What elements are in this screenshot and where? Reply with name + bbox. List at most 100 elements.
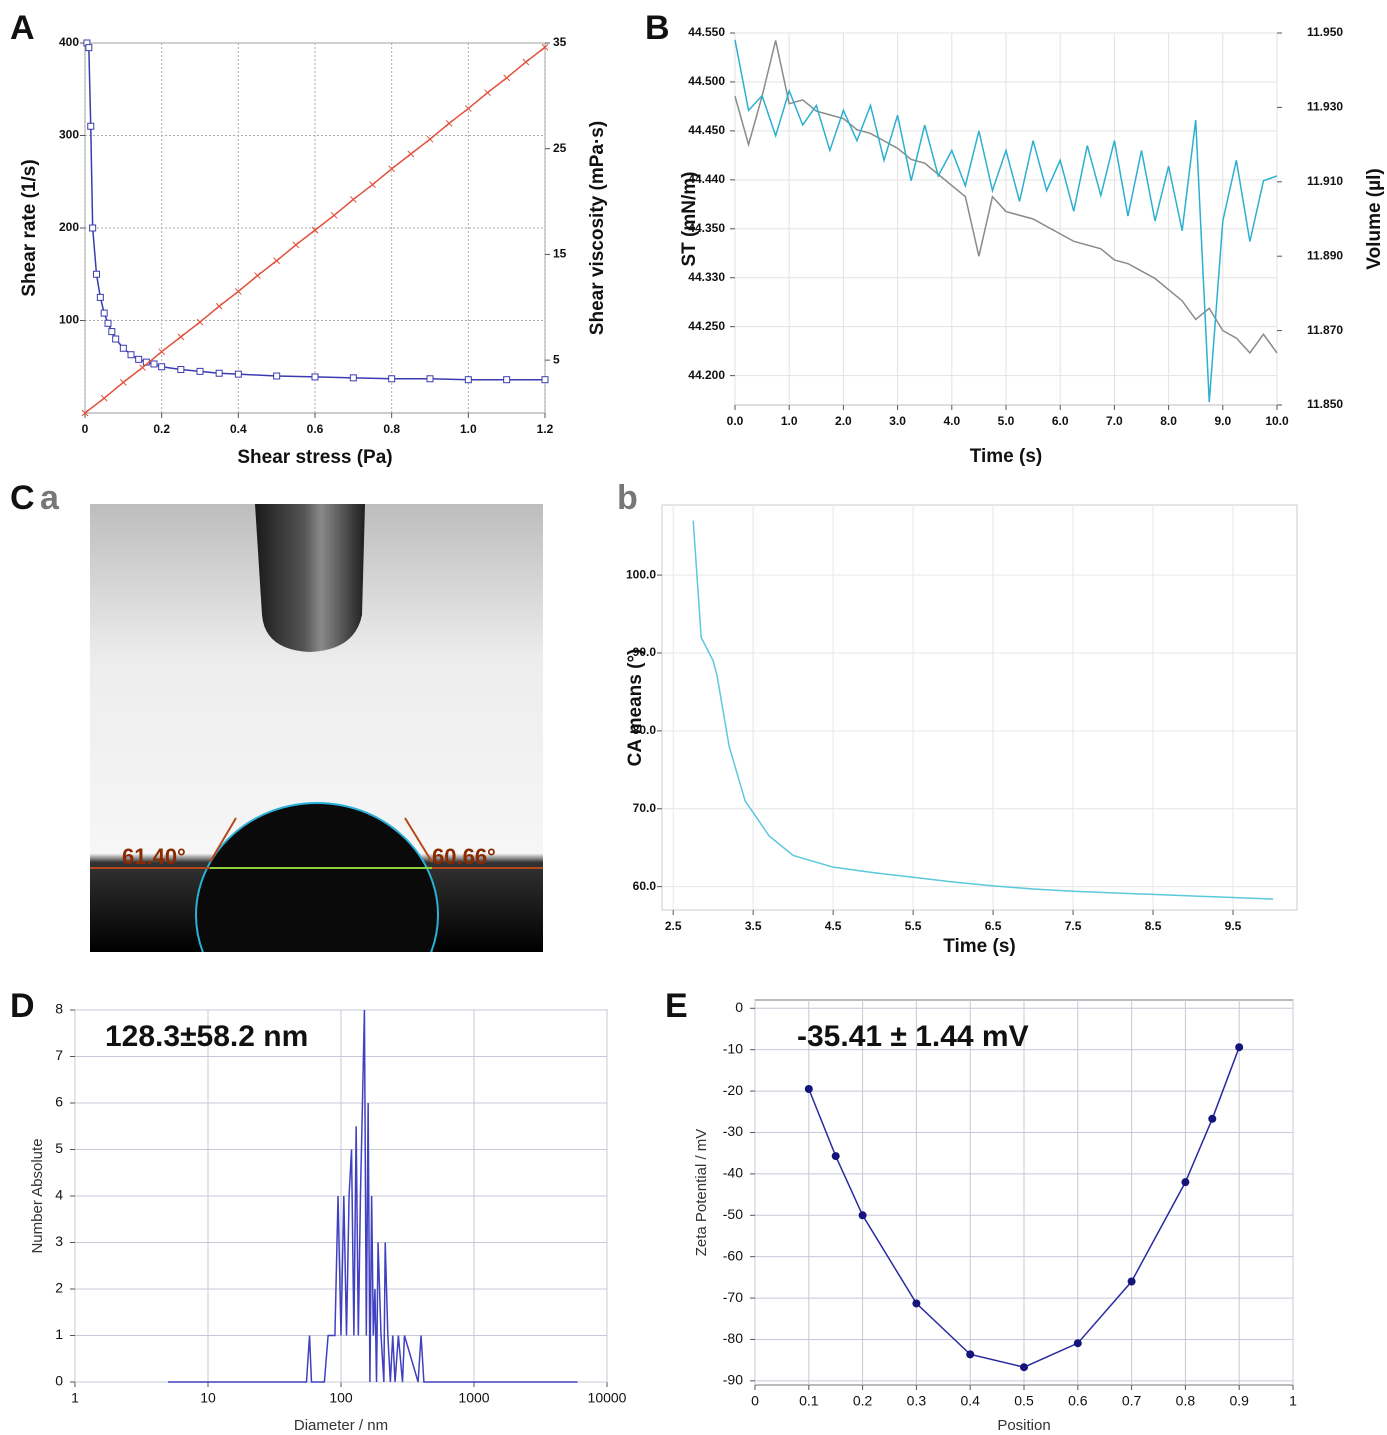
contact-angle-image: 61.40° 60.66° [90, 504, 543, 952]
x-tick-label: 5.5 [905, 919, 922, 933]
x-tick-label: 1 [1289, 1393, 1297, 1409]
y-tick-label: 44.200 [688, 368, 725, 382]
data-point [215, 369, 223, 377]
x-tick-label: 4.5 [825, 919, 842, 933]
data-point [330, 211, 338, 219]
data-line [734, 40, 1278, 355]
x-tick-label: 0.0 [727, 414, 744, 428]
y-tick-label: 44.330 [688, 270, 725, 284]
y-tick-label: -80 [723, 1330, 743, 1346]
x-tick-label: 0.2 [153, 422, 170, 436]
y2-tick-label: 11.910 [1307, 174, 1343, 188]
y2-tick-label: 35 [553, 35, 567, 49]
data-line [734, 39, 1278, 403]
x-axis-label: Time (s) [943, 936, 1016, 957]
y2-tick-label: 11.870 [1307, 323, 1343, 337]
x-tick-label: 0.4 [960, 1393, 980, 1409]
x-tick-label: 0.7 [1122, 1393, 1142, 1409]
data-point [912, 1299, 921, 1308]
y-tick-label: 5 [55, 1140, 63, 1156]
data-point [503, 376, 511, 384]
y-tick-label: 400 [59, 35, 79, 49]
y-tick-label: 44.500 [688, 74, 725, 88]
y-tick-label: 3 [55, 1233, 63, 1249]
y-tick-label: 0 [55, 1373, 63, 1389]
y-axis-label: Shear rate (1/s) [19, 159, 40, 296]
x-tick-label: 10.0 [1265, 414, 1289, 428]
y-tick-label: 6 [55, 1094, 63, 1110]
x-tick-label: 0.4 [230, 422, 247, 436]
data-point [196, 318, 204, 326]
data-point [254, 272, 261, 279]
x-tick-label: 0 [82, 422, 89, 436]
y-tick-label: 300 [59, 128, 79, 142]
data-point [388, 375, 396, 383]
data-point [93, 270, 100, 278]
data-point [81, 409, 89, 417]
data-point [407, 150, 415, 158]
x-tick-label: 10 [200, 1390, 216, 1406]
data-point [484, 89, 491, 97]
x-tick-label: 8.0 [1160, 414, 1177, 428]
data-point [85, 44, 93, 52]
x-tick-label: 7.5 [1065, 919, 1082, 933]
y-tick-label: -30 [723, 1123, 743, 1139]
annotation: 128.3±58.2 nm [105, 1020, 308, 1053]
x-tick-label: 0.3 [907, 1393, 927, 1409]
y-tick-label: -20 [723, 1082, 743, 1098]
y-tick-label: 44.450 [688, 123, 725, 137]
data-point [150, 360, 158, 368]
y-axis-label: Zeta Potential / mV [693, 1129, 710, 1257]
angle-label: 60.66° [432, 844, 496, 869]
data-point [139, 364, 146, 371]
data-point [273, 372, 281, 380]
y2-tick-label: 5 [553, 352, 560, 366]
y-tick-label: -70 [723, 1289, 743, 1305]
y-tick-label: 100.0 [626, 567, 656, 581]
x-tick-label: 3.0 [889, 414, 906, 428]
x-tick-label: 0 [751, 1393, 759, 1409]
data-point [464, 376, 472, 384]
y2-tick-label: 11.930 [1307, 100, 1343, 114]
data-point [445, 119, 453, 127]
data-point [522, 58, 530, 66]
data-point [158, 348, 166, 356]
x-tick-label: 8.5 [1145, 919, 1162, 933]
data-point [1181, 1178, 1190, 1187]
data-point [273, 257, 281, 265]
data-point [196, 367, 204, 375]
x-tick-label: 1 [71, 1390, 79, 1406]
y2-axis-label: Volume (µl) [1364, 168, 1385, 269]
panel-label: b [617, 479, 638, 517]
x-tick-label: 0.1 [799, 1393, 819, 1409]
panel-label: a [40, 479, 60, 517]
y-tick-label: 2 [55, 1280, 63, 1296]
data-point [804, 1085, 813, 1094]
x-tick-label: 2.0 [835, 414, 852, 428]
x-tick-label: 9.0 [1214, 414, 1231, 428]
x-tick-label: 0.6 [1068, 1393, 1088, 1409]
data-point [349, 374, 357, 382]
data-point [112, 335, 120, 343]
data-point [966, 1350, 975, 1359]
x-tick-label: 0.9 [1229, 1393, 1249, 1409]
x-tick-label: 1.2 [537, 422, 554, 436]
data-point [503, 74, 511, 82]
y-tick-label: 1 [55, 1326, 63, 1342]
data-point [108, 328, 116, 336]
x-tick-label: 9.5 [1225, 919, 1242, 933]
x-tick-label: 0.8 [383, 422, 400, 436]
data-line [167, 1009, 578, 1383]
y2-tick-label: 11.850 [1307, 397, 1343, 411]
y-tick-label: 44.250 [688, 319, 725, 333]
x-tick-label: 100 [329, 1390, 353, 1406]
data-point [234, 288, 242, 295]
panel-label: C [10, 479, 35, 517]
data-point [127, 351, 135, 359]
y-tick-label: 80.0 [633, 723, 657, 737]
x-tick-label: 1.0 [781, 414, 798, 428]
y2-tick-label: 15 [553, 247, 567, 261]
y-tick-label: 70.0 [633, 801, 657, 815]
x-axis-label: Diameter / nm [294, 1417, 388, 1434]
y2-tick-label: 11.890 [1307, 248, 1343, 262]
